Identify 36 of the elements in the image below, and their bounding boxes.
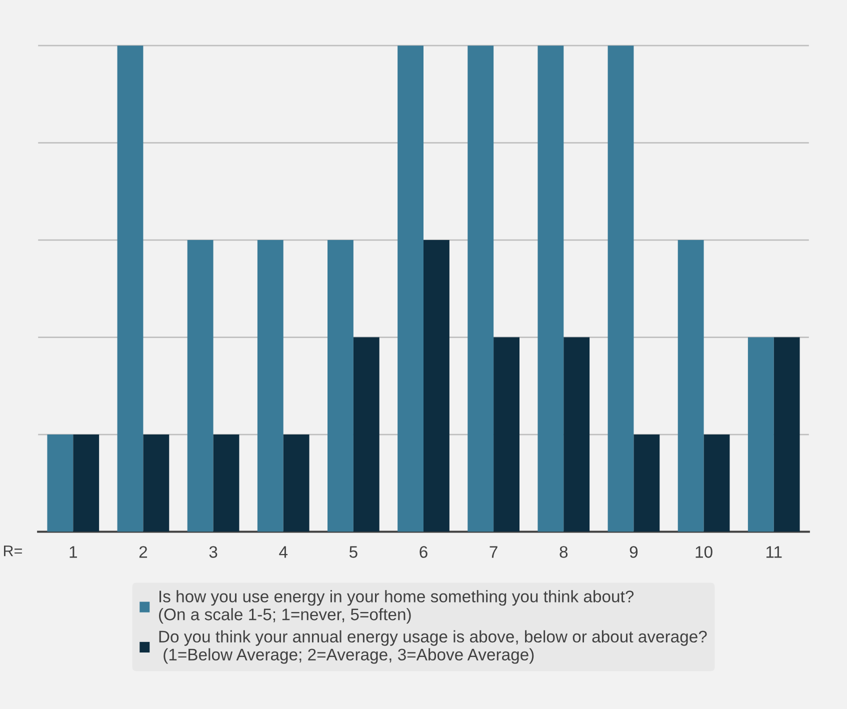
x-tick-label: 1: [70, 546, 77, 558]
bar: [424, 240, 450, 532]
bar: [398, 46, 424, 532]
x-tick-label: 6: [420, 546, 428, 558]
bar: [774, 337, 800, 532]
bar: [468, 46, 494, 532]
bar: [494, 337, 520, 532]
bar: [608, 46, 634, 532]
x-tick-label: 11: [766, 546, 782, 558]
legend-label: Is how you use energy in your home something you think about? (On a scale 1-5; 1=never, 5=often): [159, 590, 634, 624]
x-tick-label: 2: [139, 546, 148, 558]
x-tick-label: 7: [490, 546, 498, 558]
bar: [538, 46, 564, 532]
bar: [564, 337, 590, 532]
bar: [634, 434, 660, 532]
x-tick-label: 3: [209, 546, 218, 558]
bar: [748, 337, 774, 532]
x-tick-label: 4: [279, 546, 288, 558]
x-tick-label: 8: [560, 546, 568, 558]
bar: [353, 337, 380, 532]
bar: [187, 240, 214, 532]
bar: [678, 240, 704, 532]
bar: [117, 46, 144, 532]
bar: [328, 240, 354, 532]
bar: [143, 434, 170, 532]
x-tick-label: 9: [630, 546, 638, 558]
text: R=: [4, 546, 22, 556]
x-tick-label: 10: [696, 546, 712, 558]
bar: [257, 240, 284, 532]
bar: [213, 434, 240, 532]
bar: [47, 434, 74, 532]
legend-label: Do you think your annual energy usage is above, below or about average? (1=Below Average; 2=Average, 3=Above Average): [159, 630, 707, 664]
bar: [704, 434, 730, 532]
bar: [283, 434, 310, 532]
bar: [73, 434, 100, 532]
x-tick-label: 5: [349, 546, 358, 558]
